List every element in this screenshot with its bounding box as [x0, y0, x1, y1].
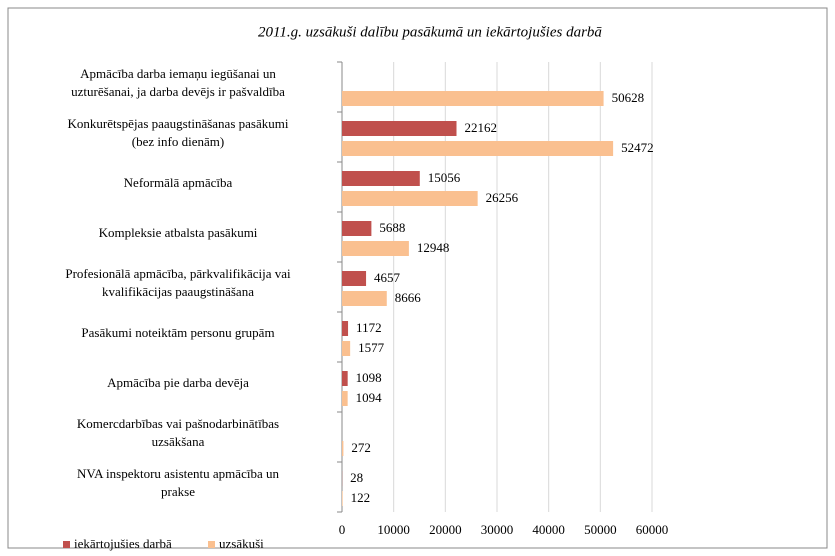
- value-label: 4657: [374, 270, 401, 285]
- value-label: 50628: [612, 90, 645, 105]
- bar: [342, 441, 344, 456]
- bar: [342, 391, 348, 406]
- value-label: 5688: [379, 220, 405, 235]
- value-label: 1172: [356, 320, 382, 335]
- y-tick-label: kvalifikācijas paaugstināšana: [102, 284, 254, 299]
- legend-label: iekārtojušies darbā: [74, 536, 172, 551]
- bar: [342, 241, 409, 256]
- x-tick-label: 40000: [532, 522, 565, 537]
- value-label: 15056: [428, 170, 461, 185]
- y-tick-label: (bez info dienām): [132, 134, 224, 149]
- value-label: 1577: [358, 340, 385, 355]
- y-tick-label: Neformālā apmācība: [124, 175, 233, 190]
- value-label: 12948: [417, 240, 450, 255]
- bar: [342, 341, 351, 356]
- x-tick-label: 10000: [377, 522, 410, 537]
- y-tick-label: Pasākumi noteiktām personu grupām: [81, 325, 274, 340]
- bar: [342, 91, 604, 106]
- value-label: 272: [351, 440, 371, 455]
- legend-label: uzsākuši: [219, 536, 264, 551]
- x-tick-label: 0: [339, 522, 346, 537]
- y-tick-label: Apmācība darba iemaņu iegūšanai un: [80, 66, 276, 81]
- x-tick-label: 50000: [584, 522, 617, 537]
- bar: [342, 291, 387, 306]
- y-tick-label: uzturēšanai, ja darba devējs ir pašvaldī…: [71, 84, 285, 99]
- bar: [342, 491, 343, 506]
- bar: [342, 191, 478, 206]
- bar: [342, 121, 457, 136]
- legend-swatch: [208, 541, 215, 548]
- value-label: 1094: [356, 390, 383, 405]
- value-label: 122: [351, 490, 371, 505]
- bar: [342, 271, 367, 286]
- y-tick-label: Konkurētspējas paaugstināšanas pasākumi: [68, 116, 289, 131]
- value-label: 8666: [395, 290, 422, 305]
- chart-title: 2011.g. uzsākuši dalību pasākumā un iekā…: [258, 24, 602, 40]
- value-label: 52472: [621, 140, 654, 155]
- legend-swatch: [63, 541, 70, 548]
- y-tick-label: prakse: [161, 484, 195, 499]
- x-tick-label: 20000: [429, 522, 462, 537]
- bar: [342, 141, 614, 156]
- y-tick-label: Apmācība pie darba devēja: [107, 375, 249, 390]
- value-label: 1098: [356, 370, 382, 385]
- bar: [342, 321, 349, 336]
- y-tick-label: Komercdarbības vai pašnodarbinātības: [77, 416, 279, 431]
- bar: [342, 171, 420, 186]
- y-tick-label: Kompleksie atbalsta pasākumi: [99, 225, 258, 240]
- y-tick-label: NVA inspektoru asistentu apmācība un: [77, 466, 279, 481]
- bar: [342, 371, 348, 386]
- y-tick-label: Profesionālā apmācība, pārkvalifikācija …: [65, 266, 291, 281]
- y-tick-label: uzsākšana: [152, 434, 205, 449]
- x-tick-label: 60000: [636, 522, 669, 537]
- value-label: 26256: [486, 190, 519, 205]
- bar: [342, 221, 372, 236]
- value-label: 22162: [465, 120, 498, 135]
- x-tick-label: 30000: [481, 522, 514, 537]
- value-label: 28: [350, 470, 363, 485]
